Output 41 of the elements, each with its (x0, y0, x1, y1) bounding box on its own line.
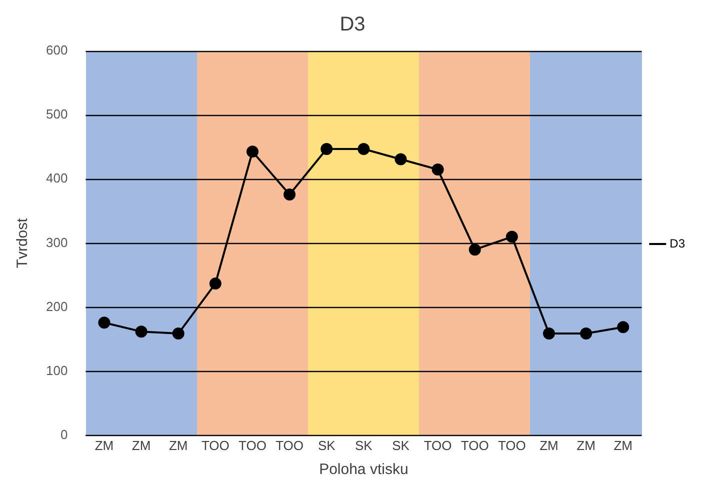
x-tick-label: ZM (540, 438, 558, 453)
point (394, 153, 407, 166)
legend-label: D3 (670, 236, 686, 250)
y-axis-title: Tvrdost (14, 217, 32, 268)
chart-title: D3 (340, 14, 366, 36)
y-tick-label: 0 (60, 426, 68, 442)
point (320, 143, 333, 156)
x-tick-label: TOO (201, 438, 230, 453)
x-tick-label: TOO (238, 438, 266, 453)
point (506, 230, 518, 243)
y-tick-label: 400 (46, 170, 68, 186)
x-tick-label: TOO (460, 438, 489, 453)
point (135, 326, 148, 338)
x-tick-label: SK (392, 438, 410, 453)
point (543, 328, 555, 340)
x-tick-label: TOO (276, 438, 304, 453)
x-tick-label: ZM (614, 438, 633, 453)
point (209, 278, 222, 290)
point (432, 164, 444, 176)
x-axis-title: Poloha vtisku (319, 461, 408, 478)
y-tick-label: 200 (46, 298, 68, 314)
x-tick-label: ZM (576, 438, 596, 453)
y-tick-label: 300 (46, 234, 68, 250)
point (468, 244, 481, 256)
point (617, 321, 630, 334)
x-tick-label: ZM (168, 438, 188, 453)
point (98, 316, 110, 329)
point (172, 328, 184, 340)
x-tick-label: TOO (424, 438, 452, 453)
point (284, 188, 296, 201)
x-tick-label: ZM (94, 438, 114, 453)
y-tick-label: 500 (46, 106, 68, 122)
x-tick-label: SK (318, 438, 336, 453)
point (580, 328, 592, 340)
y-tick-label: 100 (46, 362, 68, 378)
point (246, 146, 258, 158)
y-tick-label: 600 (46, 42, 68, 58)
point (358, 143, 370, 156)
x-tick-label: ZM (132, 438, 151, 453)
x-tick-label: TOO (498, 438, 526, 453)
x-tick-label: SK (355, 438, 373, 453)
